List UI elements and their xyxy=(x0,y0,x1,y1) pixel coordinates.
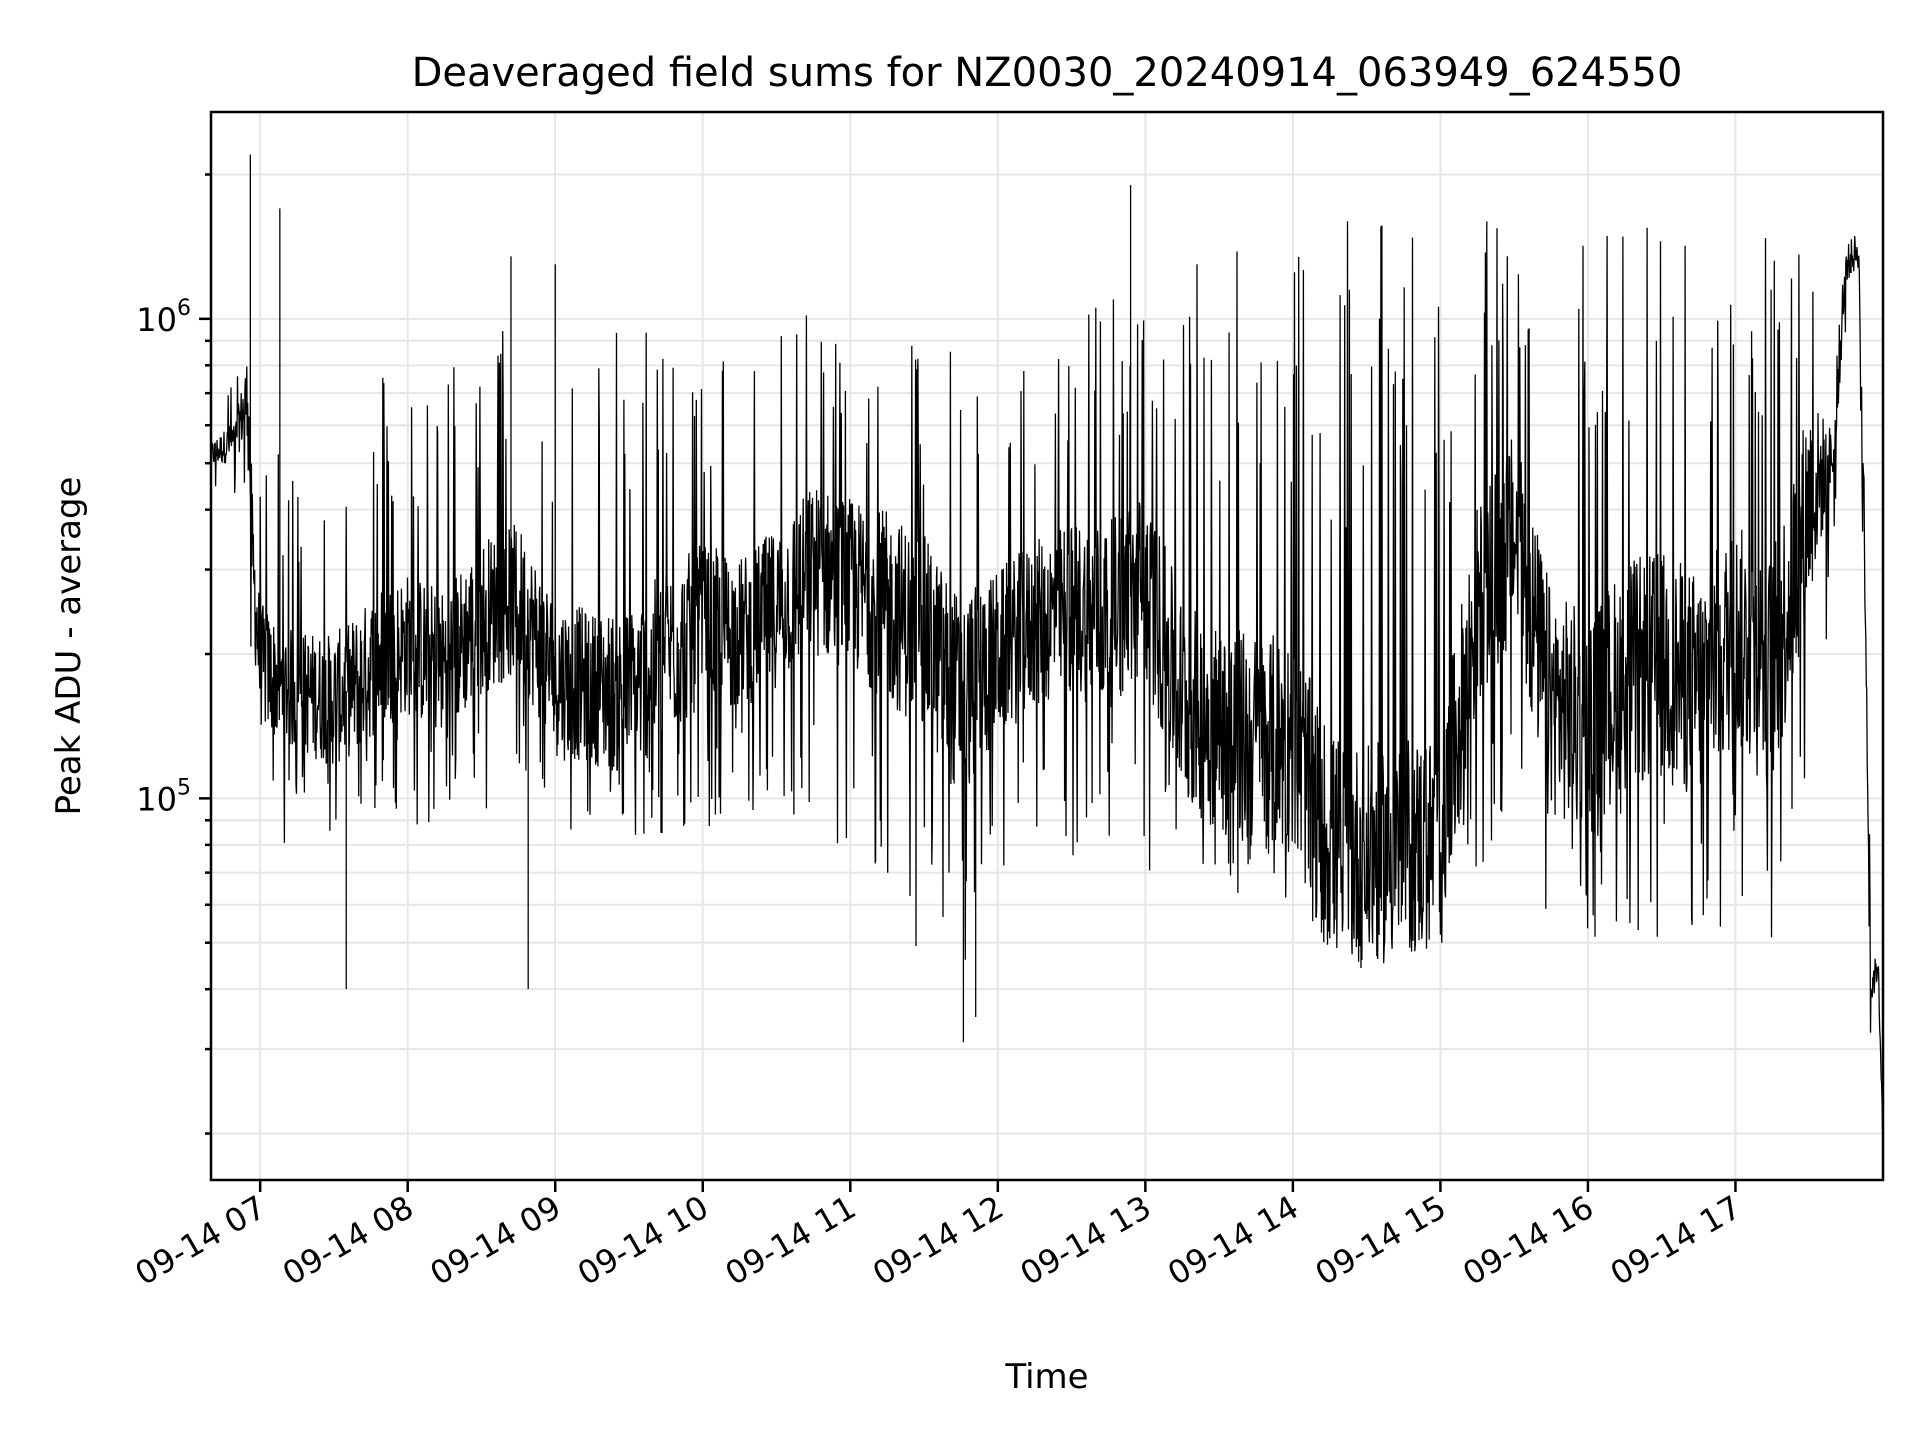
chart-title: Deaveraged field sums for NZ0030_2024091… xyxy=(412,50,1683,96)
x-tick-label: 09-14 12 xyxy=(866,1188,1010,1293)
grid-layer xyxy=(211,112,1883,1180)
x-tick-label: 09-14 08 xyxy=(276,1188,420,1293)
y-axis-label: Peak ADU - average xyxy=(49,477,89,816)
x-tick-label: 09-14 16 xyxy=(1456,1188,1600,1293)
y-tick-label: 106 xyxy=(136,296,191,339)
x-tick-label: 09-14 13 xyxy=(1014,1188,1158,1293)
x-tick-label: 09-14 14 xyxy=(1161,1188,1305,1293)
y-tick-label: 105 xyxy=(136,775,191,818)
x-tick-label: 09-14 11 xyxy=(719,1188,863,1293)
x-tick-label: 09-14 10 xyxy=(571,1188,715,1293)
x-tick-label: 09-14 07 xyxy=(129,1188,273,1293)
x-tick-label: 09-14 09 xyxy=(424,1188,568,1293)
x-tick-label: 09-14 15 xyxy=(1309,1188,1453,1293)
x-axis-label: Time xyxy=(1004,1357,1088,1397)
series-line xyxy=(210,221,1884,1145)
x-tick-label: 09-14 17 xyxy=(1604,1188,1748,1293)
series-layer xyxy=(210,154,1884,1145)
plot-frame xyxy=(209,110,1885,1182)
